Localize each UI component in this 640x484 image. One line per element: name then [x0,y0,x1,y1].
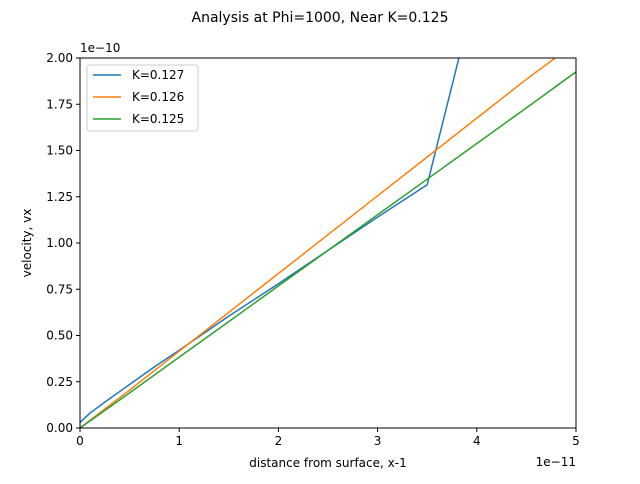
y-offset-label: 1e−10 [80,41,120,55]
legend-label: K=0.127 [132,68,184,82]
y-tick-label: 1.00 [46,236,73,250]
series-lines [80,58,576,428]
x-tick-label: 5 [572,434,580,448]
legend-box [86,64,199,132]
y-tick-label: 0.50 [46,329,73,343]
series-line-2 [80,58,556,428]
y-tick-label: 1.50 [46,144,73,158]
series-line-1 [80,58,460,423]
y-axis-ticks: 0.00 0.25 0.50 0.75 1.00 1.25 1.50 1.75 2.00 [46,51,80,435]
x-tick-label: 2 [275,434,283,448]
x-tick-label: 3 [374,434,382,448]
y-axis-label: velocity, vx [20,209,34,278]
y-tick-label: 2.00 [46,51,73,65]
chart-title: Analysis at Phi=1000, Near K=0.125 [192,10,449,26]
x-axis-label: distance from surface, x-1 [249,456,406,470]
x-tick-label: 1 [175,434,183,448]
x-tick-label: 0 [76,434,84,448]
legend: K=0.127 K=0.126 K=0.125 [86,64,199,132]
x-offset-label: 1e−11 [536,455,576,469]
series-line-3 [80,71,576,428]
y-tick-label: 1.75 [46,97,73,111]
y-tick-label: 0.00 [46,421,73,435]
y-tick-label: 1.25 [46,190,73,204]
x-tick-label: 4 [473,434,481,448]
legend-label: K=0.125 [132,112,184,126]
y-tick-label: 0.75 [46,282,73,296]
x-axis-ticks: 0 1 2 3 4 5 [76,428,580,448]
legend-label: K=0.126 [132,90,184,104]
y-tick-label: 0.25 [46,375,73,389]
